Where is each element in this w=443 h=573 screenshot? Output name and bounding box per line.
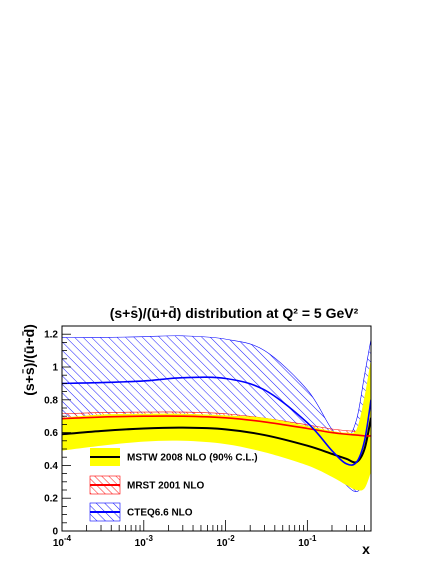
legend: MSTW 2008 NLO (90% C.L.) MRST 2001 NLO CTE… — [89, 448, 258, 522]
legend-entry-cteq6-6-nlo: CTEQ6.6 NLO — [89, 502, 193, 522]
y-tick-label: 1.2 — [44, 330, 58, 341]
plot-frame — [61, 325, 372, 532]
legend-entry-mstw-2008-nlo-90-c-l: MSTW 2008 NLO (90% C.L.) — [90, 448, 258, 466]
band-mstw-2008-nlo-90-c-l — [62, 358, 371, 491]
legend-entry-mrst-2001-nlo: MRST 2001 NLO — [89, 475, 204, 495]
x-axis-label: x — [362, 541, 370, 557]
y-tick-label: 0.4 — [44, 461, 58, 472]
y-tick-label: 0 — [52, 527, 58, 538]
x-tick-label: 10-1 — [298, 534, 317, 549]
legend-label: CTEQ6.6 NLO — [127, 508, 193, 519]
legend-label: MSTW 2008 NLO (90% C.L.) — [127, 453, 258, 464]
line-cteq6-6-nlo — [62, 376, 371, 466]
y-axis-label: (s+s̄)/(ū+d̄) — [20, 324, 37, 396]
x-tick-label: 10-2 — [216, 534, 235, 549]
y-tick-label: 0.6 — [44, 428, 58, 439]
chart-title: (s+s̄)/(ū+d̄) distribution at Q² = 5 GeV… — [110, 304, 359, 321]
y-tick-label: 0.8 — [44, 395, 58, 406]
legend-label: MRST 2001 NLO — [127, 481, 204, 492]
line-mrst-2001-nlo — [62, 415, 371, 437]
x-tick-label: 10-3 — [135, 534, 154, 549]
y-tick-label: 1 — [52, 363, 58, 374]
x-tick-label: 10-4 — [53, 534, 72, 549]
y-tick-label: 0.2 — [44, 494, 58, 505]
plot-area — [62, 335, 371, 492]
axes: 0 0.2 0.4 0.6 0.8 1 1.2 10-4 10-3 10-2 10-1 — [44, 325, 372, 549]
